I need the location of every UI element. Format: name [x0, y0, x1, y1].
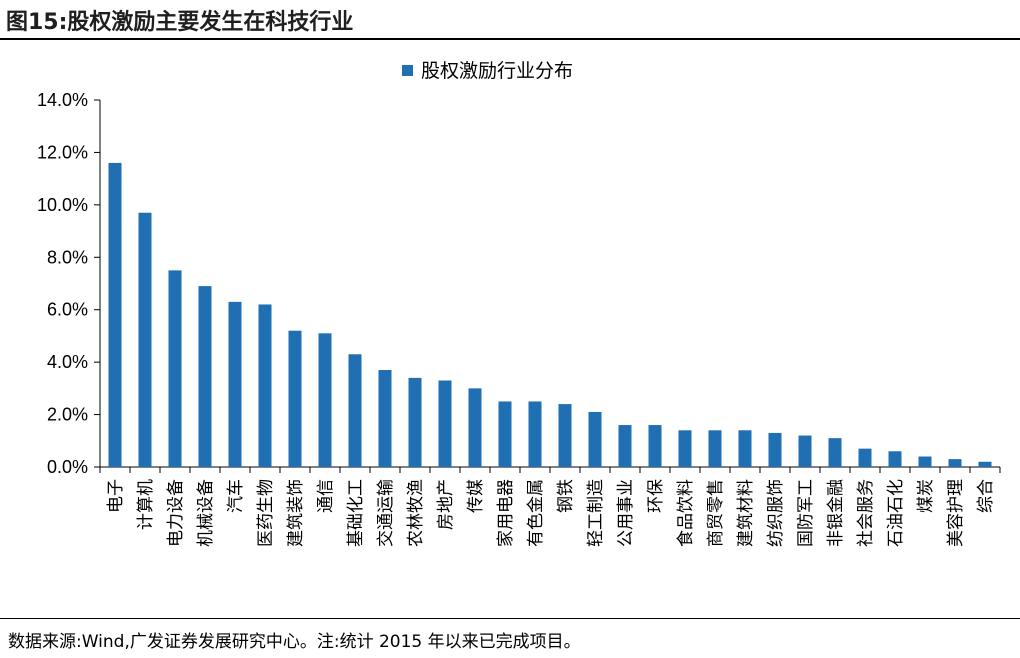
- category-label: 非银金融: [826, 479, 846, 547]
- category-label: 商贸零售: [706, 479, 726, 547]
- category-label: 传媒: [466, 479, 486, 513]
- header-rule: [0, 38, 1020, 40]
- y-tick-label: 4.0%: [47, 352, 88, 372]
- y-tick-label: 2.0%: [47, 405, 88, 425]
- bar: [528, 401, 542, 467]
- bar: [948, 459, 962, 467]
- category-label: 农林牧渔: [406, 479, 426, 547]
- category-label: 通信: [316, 479, 336, 513]
- category-label: 有色金属: [526, 479, 546, 547]
- category-label: 电力设备: [166, 479, 186, 547]
- y-tick-label: 8.0%: [47, 247, 88, 267]
- bar: [918, 456, 932, 467]
- category-label: 建筑装饰: [286, 479, 306, 547]
- figure-header: 图15:股权激励主要发生在科技行业: [0, 0, 1020, 36]
- bar: [738, 430, 752, 467]
- category-label: 交通运输: [376, 479, 396, 547]
- y-tick-label: 14.0%: [37, 90, 88, 110]
- category-label: 综合: [976, 479, 996, 513]
- footer-rule: [0, 618, 1020, 619]
- category-label: 煤炭: [916, 479, 936, 513]
- bar: [588, 411, 602, 467]
- bar: [978, 461, 992, 467]
- bar: [138, 212, 152, 467]
- bar: [378, 370, 392, 467]
- bar: [888, 451, 902, 467]
- bar: [228, 301, 242, 467]
- bar: [618, 425, 632, 467]
- legend-swatch: [402, 65, 413, 76]
- bar: [678, 430, 692, 467]
- category-label: 钢铁: [556, 479, 576, 513]
- category-label: 美容护理: [946, 479, 966, 547]
- bar: [648, 425, 662, 467]
- bar: [828, 438, 842, 467]
- category-label: 轻工制造: [586, 479, 606, 547]
- bar: [288, 330, 302, 467]
- category-label: 医药生物: [256, 479, 276, 547]
- category-label: 基础化工: [346, 479, 366, 547]
- category-label: 国防军工: [796, 479, 816, 547]
- y-tick-label: 6.0%: [47, 300, 88, 320]
- category-label: 建筑材料: [736, 479, 756, 547]
- bar-chart: 0.0% 2.0% 4.0% 6.0% 8.0% 10.0% 12.0% 14.0% 电子 计算机…: [37, 60, 1001, 547]
- category-label: 公用事业: [616, 479, 636, 547]
- y-tick-label: 12.0%: [37, 142, 88, 162]
- bar: [468, 388, 482, 467]
- bar: [258, 304, 272, 467]
- category-label: 环保: [646, 479, 666, 513]
- bar: [108, 162, 122, 467]
- source-note: 数据来源:Wind,广发证券发展研究中心。注:统计 2015 年以来已完成项目。: [8, 632, 581, 652]
- bar: [768, 432, 782, 467]
- bar: [438, 380, 452, 467]
- category-label: 机械设备: [196, 479, 216, 547]
- y-tick-label: 10.0%: [37, 195, 88, 215]
- category-label: 房地产: [436, 479, 456, 530]
- category-label: 社会服务: [856, 479, 876, 547]
- category-label: 汽车: [226, 479, 246, 513]
- category-label: 食品饮料: [676, 479, 696, 547]
- category-label: 家用电器: [496, 479, 516, 547]
- category-label: 石油石化: [886, 479, 906, 547]
- bar: [198, 286, 212, 467]
- bar: [408, 377, 422, 467]
- bar: [168, 270, 182, 467]
- bar: [318, 333, 332, 467]
- bar: [348, 354, 362, 467]
- bar: [498, 401, 512, 467]
- category-label: 计算机: [136, 479, 156, 530]
- bar: [708, 430, 722, 467]
- bar: [558, 404, 572, 467]
- category-label: 电子: [106, 479, 126, 513]
- category-label: 纺织服饰: [766, 479, 786, 547]
- legend-label: 股权激励行业分布: [421, 60, 573, 82]
- figure-title: 图15:股权激励主要发生在科技行业: [6, 10, 354, 35]
- y-tick-label: 0.0%: [47, 457, 88, 477]
- bar: [858, 448, 872, 467]
- bar: [798, 435, 812, 467]
